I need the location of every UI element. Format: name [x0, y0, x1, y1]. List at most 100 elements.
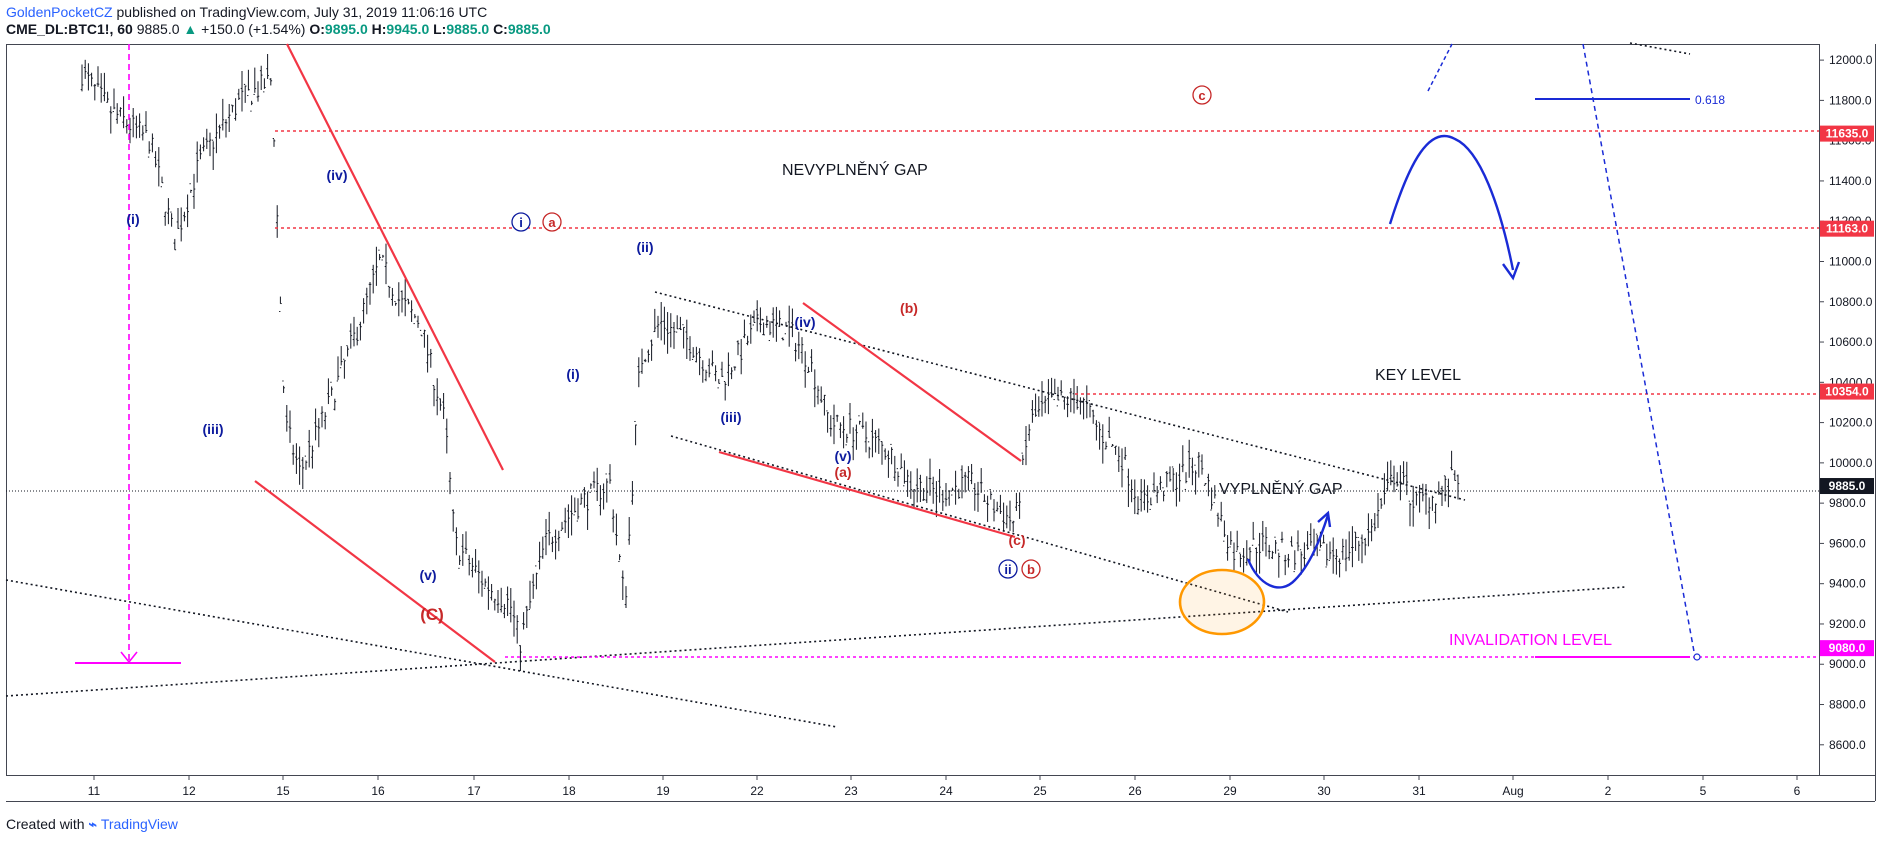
close-value: 9885.0 [507, 21, 551, 37]
high-label: H: [371, 21, 387, 37]
wave-label: (v) [834, 448, 851, 464]
price-tick-label: 10200.0 [1829, 416, 1873, 430]
dotted-trendlines [5, 42, 1819, 728]
time-tick-label: 2 [1605, 784, 1612, 798]
wave-circle [542, 212, 562, 232]
fib-618-label: 0.618 [1695, 93, 1725, 107]
top-right-trendline [1629, 42, 1691, 55]
wave-circle-label: b [1027, 562, 1035, 577]
wave-label: (iii) [721, 409, 742, 425]
price-tick-label: 9400.0 [1829, 577, 1866, 591]
price-tag-box [1820, 125, 1874, 142]
wave-circle [1192, 85, 1212, 105]
wave-label: (a) [834, 464, 851, 480]
projection-bounce-path [1246, 514, 1330, 589]
wave-labels: (i)(iii)(iv)(v)(C)(ii)(i)(iii)(iv)(v)(a)… [126, 85, 1212, 624]
blue-dashed-endpoint [1693, 653, 1701, 661]
price-tick-label: 11400.0 [1829, 174, 1872, 188]
price-tick-label: 9000.0 [1829, 657, 1866, 671]
price-tick-label: 10000.0 [1829, 456, 1873, 470]
plot-area[interactable] [6, 44, 1820, 776]
wave-label: (i) [566, 366, 579, 382]
high-value: 9945.0 [386, 21, 430, 37]
publish-header: GoldenPocketCZ published on TradingView.… [6, 4, 487, 21]
wave-circle [1021, 559, 1041, 579]
price-tags: 11635.0 11163.0 10354.0 9885.0 9080.0 [1820, 125, 1874, 657]
open-label: O: [309, 21, 325, 37]
wave-circle-label: c [1198, 88, 1205, 103]
gap-fill-ellipse [1178, 568, 1266, 636]
gap-filled-label: VYPLNĚNÝ GAP [1219, 479, 1343, 498]
wave-label: (c) [1008, 532, 1025, 548]
tradingview-link[interactable]: TradingView [100, 816, 178, 832]
time-tick-label: 16 [371, 784, 385, 798]
key-level-label: KEY LEVEL [1375, 367, 1461, 384]
time-tick-label: 12 [182, 784, 196, 798]
price-tick-label: 9200.0 [1829, 617, 1866, 631]
time-tick-label: 19 [656, 784, 670, 798]
lower-channel-line [670, 435, 1289, 613]
wave-circle-label: i [519, 215, 523, 230]
time-tick-label: 25 [1033, 784, 1047, 798]
price-tick-label: 10800.0 [1829, 295, 1873, 309]
blue-dashed-short [1427, 43, 1453, 92]
wave-label: (iv) [327, 167, 348, 183]
time-tick-label: 23 [844, 784, 858, 798]
invalidation-level-label: INVALIDATION LEVEL [1449, 632, 1612, 649]
price-tick-label: 12000.0 [1829, 53, 1873, 67]
close-label: C: [493, 21, 508, 37]
price-tick-label: 11000.0 [1829, 254, 1872, 268]
time-tick-label: 6 [1794, 784, 1801, 798]
price-tick-label: 10600.0 [1829, 335, 1873, 349]
price-tick-label: 11800.0 [1829, 93, 1872, 107]
red-trendlines [254, 43, 1022, 663]
bounce-arrowhead-icon [1317, 510, 1332, 528]
upper-channel-line [654, 291, 1466, 501]
low-value: 9885.0 [446, 21, 490, 37]
invalidation-lines [75, 44, 1819, 664]
time-tick-label: Aug [1502, 784, 1523, 798]
price-tag-box [1820, 478, 1874, 495]
low-label: L: [433, 21, 447, 37]
tradingview-logo-icon[interactable]: ⌁ [88, 816, 101, 832]
time-tick-label: 17 [467, 784, 481, 798]
red-line-ii-iv [802, 302, 1022, 462]
price-change: +150.0 (+1.54%) [201, 21, 306, 37]
time-tick-label: 5 [1700, 784, 1707, 798]
price-axis: 8600.0 8800.0 9000.0 9200.0 9400.0 9600.0 9800… [1819, 53, 1873, 752]
price-tag-box [1820, 220, 1874, 237]
wave-label: (i) [126, 211, 139, 227]
price-tag-label: 10354.0 [1825, 385, 1869, 399]
time-tick-label: 11 [88, 784, 101, 798]
wave-circle-label: a [548, 215, 556, 230]
blue-dashed-diagonal [1582, 43, 1696, 658]
ohlc-legend: CME_DL:BTC1!, 60 9885.0 ▲ +150.0 (+1.54%… [6, 21, 551, 38]
footer: Created with ⌁ TradingView [6, 816, 178, 833]
price-tag-label: 11635.0 [1826, 127, 1869, 141]
red-line-descending [286, 43, 504, 471]
author-name[interactable]: GoldenPocketCZ [6, 4, 113, 20]
candlestick-series [80, 53, 1460, 672]
price-tick-label: 9800.0 [1829, 496, 1866, 510]
time-tick-label: 15 [276, 784, 290, 798]
projection-arrowhead-icon [1502, 261, 1521, 281]
wave-label: (b) [900, 300, 918, 316]
price-tick-label: 8800.0 [1829, 698, 1866, 712]
red-line-i-iii [718, 450, 1016, 539]
projection-arc-c [1388, 134, 1515, 271]
price-tag-label: 9885.0 [1829, 479, 1866, 493]
price-tag-box [1820, 640, 1874, 657]
time-tick-label: 22 [750, 784, 764, 798]
time-tick-label: 31 [1412, 784, 1426, 798]
published-text: published on TradingView.com, July 31, 2… [112, 4, 488, 20]
created-with-label: Created with [6, 816, 89, 832]
price-tag-box [1820, 383, 1874, 400]
last-price: 9885.0 [136, 21, 180, 37]
time-tick-label: 30 [1317, 784, 1331, 798]
red-levels [275, 130, 1819, 395]
wave-circle [998, 559, 1018, 579]
price-tick-label: 8600.0 [1829, 738, 1866, 752]
price-tag-label: 9080.0 [1829, 641, 1866, 655]
symbol-label: CME_DL:BTC1!, 60 [6, 21, 133, 37]
